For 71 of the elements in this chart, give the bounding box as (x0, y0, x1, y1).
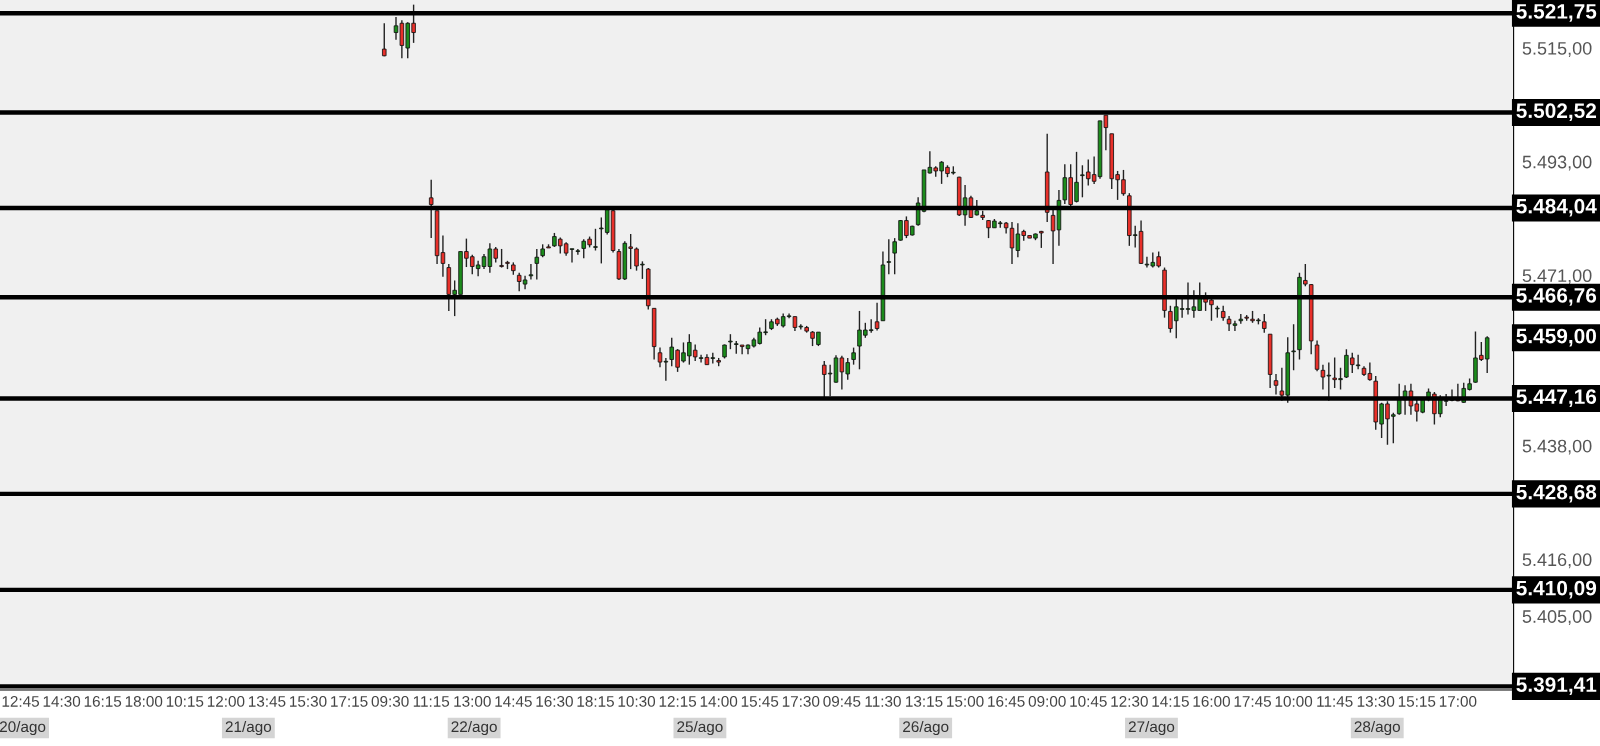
x-tick-label: 15:30 (290, 696, 327, 707)
x-tick-label: 13:45 (248, 696, 286, 707)
x-tick-label: 12:30 (1111, 696, 1148, 707)
candlestick (1273, 373, 1279, 396)
candlestick (534, 248, 540, 281)
x-tick-label: 13:15 (906, 696, 943, 707)
ref-line-label: 5.447,16 (1516, 389, 1597, 408)
x-tick-label: 10:00 (1275, 696, 1313, 707)
x-tick-label: 11:45 (1317, 696, 1353, 707)
text: 22/ago (451, 720, 497, 736)
text: 26/ago (903, 720, 949, 736)
candlestick (874, 301, 880, 332)
x-tick-label: 09:45 (823, 696, 861, 707)
ref-line-label: 5.428,68 (1516, 484, 1597, 503)
x-tick-label: 18:00 (125, 696, 163, 707)
text: 21/ago (225, 720, 272, 736)
candlestick (382, 22, 387, 57)
x-tick-label: 15:00 (947, 696, 984, 707)
y-tick-label: 5.515,00 (1522, 41, 1592, 57)
candlestick (892, 237, 897, 275)
text: 20/ago (0, 720, 46, 736)
candlestick (593, 228, 598, 252)
x-tick-label: 16:45 (988, 696, 1025, 707)
y-tick-label: 5.416,00 (1522, 553, 1592, 569)
candlestick (1262, 313, 1267, 334)
x-tick-label: 09:00 (1028, 696, 1066, 707)
x-tick-label: 14:00 (700, 696, 738, 707)
x-tick-label: 10:45 (1070, 696, 1107, 707)
ref-line-label: 5.521,75 (1516, 4, 1597, 22)
candlestick (575, 248, 581, 256)
ref-line-label: 5.410,09 (1516, 580, 1597, 599)
ref-line-label: 5.466,76 (1516, 288, 1597, 306)
x-tick-label: 17:45 (1234, 696, 1272, 707)
y-tick-label: 5.405,00 (1522, 610, 1592, 626)
x-tick-label: 14:30 (43, 696, 81, 707)
candlestick (499, 248, 504, 269)
x-tick-label: 16:15 (84, 696, 122, 707)
x-tick-label: 17:00 (1439, 696, 1477, 707)
x-tick-label: 09:30 (371, 696, 409, 707)
y-tick-label: 5.471,00 (1522, 269, 1592, 285)
ref-line-label: 5.391,41 (1516, 677, 1597, 695)
x-tick-label: 17:15 (331, 696, 368, 707)
x-tick-label: 16:30 (536, 696, 573, 707)
candlestick (1291, 323, 1296, 372)
y-tick-label: 5.493,00 (1522, 155, 1592, 171)
x-tick-label: 15:15 (1398, 696, 1436, 707)
x-tick-label: 12:15 (659, 696, 697, 707)
x-tick-label: 17:30 (782, 696, 820, 707)
x-tick-label: 11:30 (865, 696, 901, 707)
x-tick-label: 13:00 (454, 696, 491, 707)
candlestick (886, 238, 892, 275)
ref-line-label: 5.502,52 (1516, 103, 1597, 122)
x-tick-label: 15:45 (741, 696, 779, 707)
candlestick (428, 179, 434, 239)
x-tick-label: 12:00 (207, 696, 245, 707)
x-tick-label: 16:00 (1193, 696, 1230, 707)
x-tick-label: 10:30 (618, 696, 656, 707)
x-tick-label: 13:30 (1357, 696, 1395, 707)
ref-line-label: 5.484,04 (1516, 198, 1597, 217)
x-tick-label: 12:45 (2, 696, 40, 707)
x-tick-label: 18:15 (577, 696, 614, 707)
y-tick-label: 5.438,00 (1522, 439, 1592, 455)
text: 27/ago (1128, 720, 1175, 736)
x-tick-label: 11:15 (413, 696, 450, 707)
text: 5.459,00 (1516, 328, 1596, 347)
x-tick-label: 14:15 (1152, 696, 1189, 707)
x-tick-label: 14:45 (495, 696, 532, 707)
candlestick (528, 263, 534, 281)
x-tick-label: 10:15 (166, 696, 204, 707)
text: 28/ago (1354, 720, 1400, 736)
text: 25/ago (677, 720, 723, 736)
